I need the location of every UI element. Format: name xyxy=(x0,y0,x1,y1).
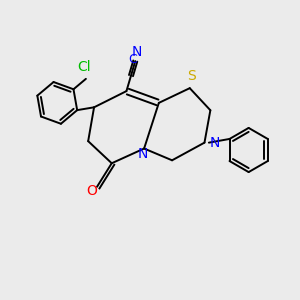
Text: N: N xyxy=(131,45,142,59)
Text: Cl: Cl xyxy=(78,60,91,74)
Text: C: C xyxy=(128,52,137,66)
Text: O: O xyxy=(86,184,97,198)
Text: S: S xyxy=(187,69,196,83)
Text: N: N xyxy=(137,147,148,161)
Text: N: N xyxy=(210,136,220,150)
